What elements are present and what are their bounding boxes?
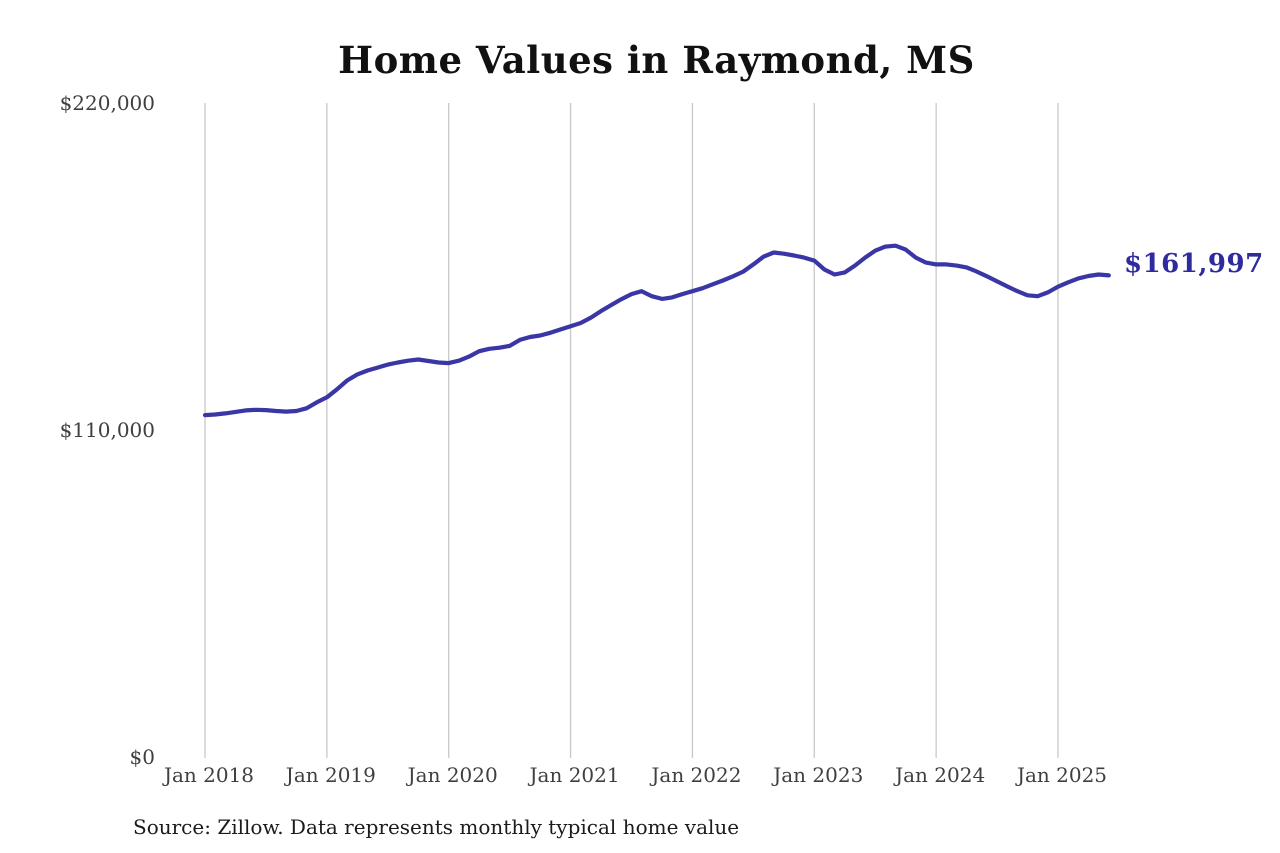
chart-title: Home Values in Raymond, MS (338, 38, 975, 82)
x-tick-label: Jan 2018 (163, 763, 255, 787)
y-tick-label: $220,000 (59, 91, 155, 115)
latest-value-label: $161,997 (1124, 249, 1264, 279)
x-tick-label: Jan 2022 (651, 763, 742, 787)
x-tick-label: Jan 2023 (773, 763, 864, 787)
y-tick-label: $0 (129, 745, 155, 769)
home-value-line (202, 243, 1111, 418)
x-tick-label: Jan 2025 (1016, 763, 1108, 787)
x-tick-label: Jan 2020 (407, 763, 498, 787)
source-note: Source: Zillow. Data represents monthly … (133, 815, 740, 839)
y-tick-label: $110,000 (59, 418, 155, 442)
x-tick-label: Jan 2019 (285, 763, 376, 787)
x-tick-label: Jan 2024 (895, 763, 986, 787)
x-tick-label: Jan 2021 (529, 763, 620, 787)
